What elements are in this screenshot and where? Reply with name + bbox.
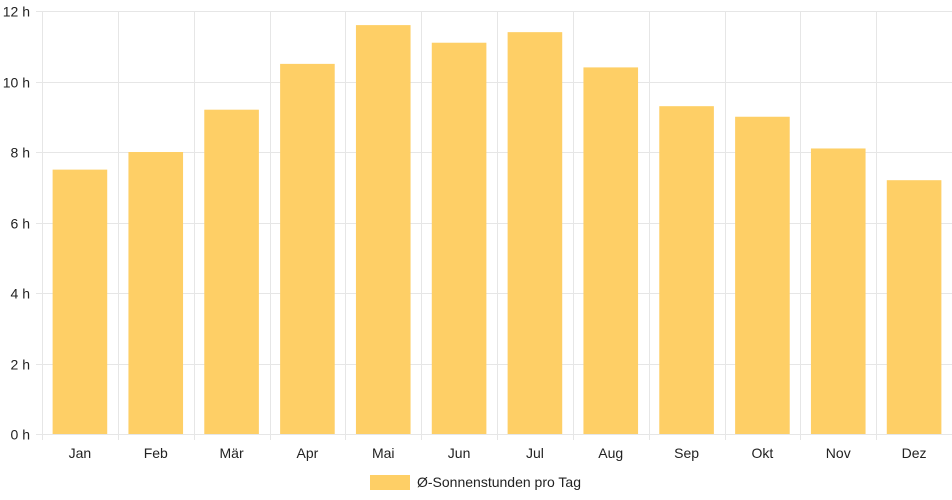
- x-tick-label: Dez: [902, 445, 927, 461]
- bar-apr: [280, 63, 335, 434]
- x-tick-label: Feb: [144, 445, 168, 461]
- bar-nov: [810, 148, 866, 434]
- x-tick-label: Aug: [598, 445, 623, 461]
- bar-mär: [204, 109, 259, 434]
- x-tick-label: Jan: [69, 445, 92, 461]
- y-tick-label: 2 h: [11, 357, 30, 373]
- bars: [52, 25, 942, 435]
- bar-sep: [659, 106, 714, 435]
- bar-jul: [507, 32, 563, 435]
- y-tick-label: 0 h: [11, 427, 30, 443]
- x-tick-label: Mai: [372, 445, 395, 461]
- y-tick-label: 8 h: [11, 145, 30, 161]
- bar-dez: [886, 180, 942, 434]
- x-tick-label: Sep: [674, 445, 699, 461]
- legend[interactable]: Ø-Sonnenstunden pro Tag: [370, 474, 581, 490]
- bar-aug: [583, 67, 639, 435]
- x-tick-label: Okt: [752, 445, 774, 461]
- legend-swatch: [370, 475, 410, 490]
- y-tick-label: 10 h: [3, 75, 30, 91]
- grid-lines: [36, 11, 952, 440]
- bar-jun: [431, 42, 487, 434]
- x-tick-label: Mär: [220, 445, 244, 461]
- bar-mai: [355, 25, 411, 434]
- y-tick-label: 6 h: [11, 216, 30, 232]
- bar-okt: [735, 116, 790, 434]
- bar-feb: [128, 152, 184, 434]
- x-tick-label: Jun: [448, 445, 471, 461]
- legend-label: Ø-Sonnenstunden pro Tag: [417, 474, 581, 490]
- bar-jan: [52, 169, 108, 434]
- x-tick-label: Apr: [297, 445, 319, 461]
- axes: 0 h 2 h 4 h 6 h 8 h 10 h 12 h Jan Feb Mär Apr Mai Ju…: [3, 4, 927, 462]
- x-tick-label: Jul: [526, 445, 544, 461]
- x-tick-label: Nov: [826, 445, 851, 461]
- y-tick-label: 4 h: [11, 286, 30, 302]
- y-tick-label: 12 h: [3, 4, 30, 20]
